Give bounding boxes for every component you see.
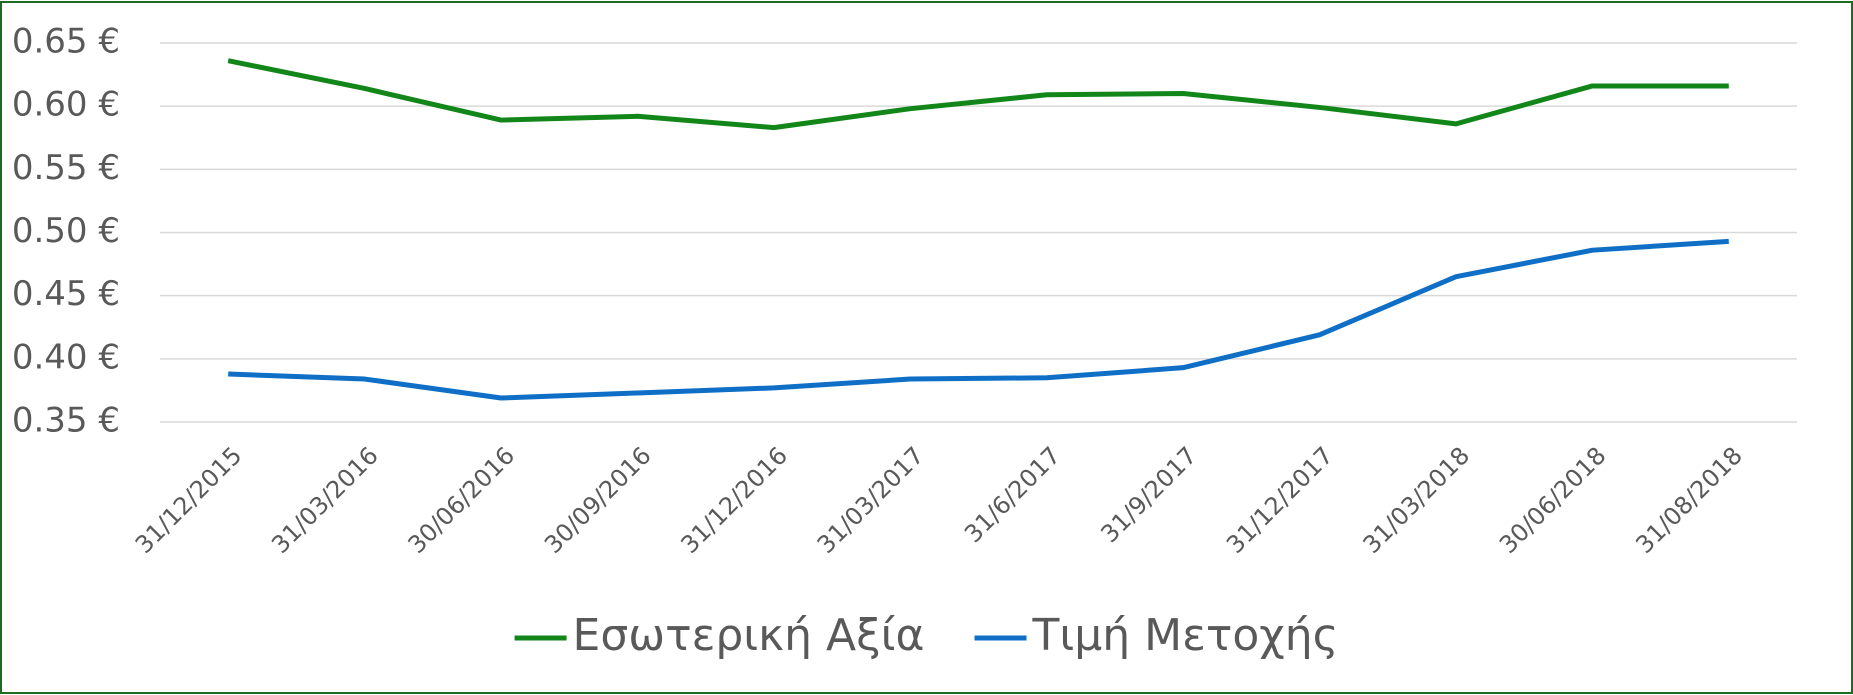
legend-label: Τιμή Μετοχής <box>1032 610 1339 661</box>
y-tick-label: 0.55 € <box>12 148 120 188</box>
x-tick-label: 30/06/2018 <box>1494 441 1612 559</box>
x-tick-label: 31/12/2017 <box>1221 441 1339 559</box>
x-tick-label: 30/09/2016 <box>539 441 657 559</box>
x-tick-label: 31/03/2018 <box>1358 441 1476 559</box>
y-tick-label: 0.40 € <box>12 337 120 377</box>
legend-label: Εσωτερική Αξία <box>573 610 925 661</box>
x-tick-label: 31/6/2017 <box>959 441 1066 548</box>
x-tick-label: 31/03/2017 <box>812 441 930 559</box>
y-tick-label: 0.65 € <box>12 22 120 62</box>
x-tick-label: 31/12/2015 <box>130 441 248 559</box>
x-tick-label: 31/9/2017 <box>1096 441 1203 548</box>
y-tick-label: 0.45 € <box>12 274 120 314</box>
x-tick-label: 31/08/2018 <box>1630 441 1748 559</box>
x-tick-label: 31/03/2016 <box>266 441 384 559</box>
x-tick-label: 30/06/2016 <box>403 441 521 559</box>
y-tick-label: 0.50 € <box>12 211 120 251</box>
y-tick-label: 0.60 € <box>12 85 120 125</box>
series-line <box>228 238 1729 401</box>
x-tick-label: 31/12/2016 <box>675 441 793 559</box>
series-line <box>227 58 1729 131</box>
y-tick-label: 0.35 € <box>12 401 120 441</box>
